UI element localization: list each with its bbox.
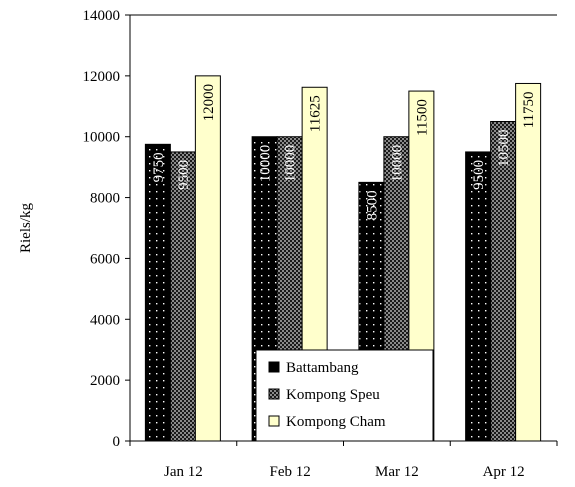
data-label: 10000 [283,145,299,183]
y-axis-title: Riels/kg [18,203,34,254]
legend-swatch-kompong-cham [268,415,280,427]
bar-kompong-speu-jan-12 [169,151,196,442]
data-label: 12000 [201,84,217,122]
x-tick-label: Mar 12 [375,464,419,480]
data-label: 9500 [176,160,192,190]
y-tick-label: 8000 [90,191,120,207]
legend-swatch-kompong-speu [268,388,280,400]
data-label: 10000 [389,145,405,183]
data-label: 11625 [308,95,324,132]
y-axis: 0 2000 4000 6000 8000 10000 12000 14000 [83,8,131,450]
data-label: 9500 [471,160,487,190]
legend-label-kompong-speu: Kompong Speu [286,387,380,403]
bar-kompong-cham-jan-12 [194,75,221,442]
data-label: 9750 [151,152,167,182]
bar-battambang-apr-12 [465,151,492,442]
x-tick-label: Jan 12 [164,464,203,480]
y-tick-label: 0 [113,434,121,450]
bar-battambang-jan-12 [144,143,171,442]
bar-kompong-speu-apr-12 [490,121,517,442]
y-tick-label: 2000 [90,373,120,389]
legend-box [255,349,434,442]
x-tick-label: Feb 12 [270,464,311,480]
data-label: 11500 [414,99,430,136]
legend-label-kompong-cham: Kompong Cham [286,414,386,430]
legend-swatch-battambang [268,361,280,373]
legend-label-battambang: Battambang [286,360,359,376]
legend: Battambang Kompong Speu Kompong Cham [255,349,434,442]
y-tick-label: 6000 [90,251,120,267]
x-tick-label: Apr 12 [483,464,525,480]
y-tick-label: 12000 [83,69,121,85]
x-axis: Jan 12 Feb 12 Mar 12 Apr 12 [129,440,558,480]
data-label: 8500 [364,190,380,220]
y-tick-label: 10000 [83,130,121,146]
y-tick-label: 4000 [90,312,120,328]
data-label: 10500 [496,130,512,168]
data-label: 10000 [258,145,274,183]
data-label: 11750 [521,91,537,128]
bar-kompong-cham-apr-12 [515,82,542,442]
y-tick-label: 14000 [83,8,121,24]
